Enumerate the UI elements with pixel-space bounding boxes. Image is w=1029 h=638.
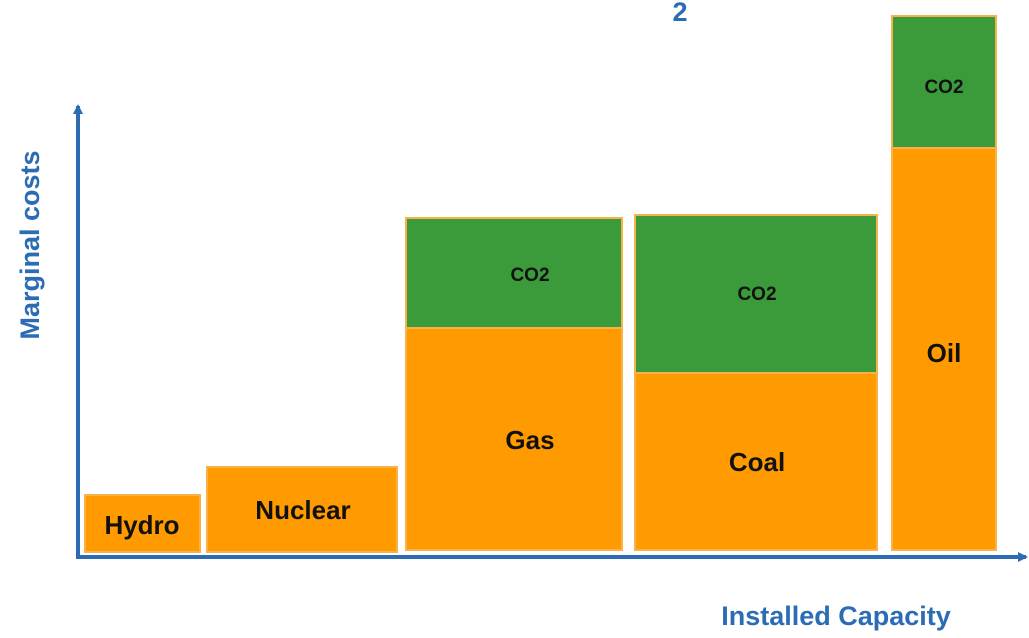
x-axis-label: Installed Capacity bbox=[721, 601, 951, 631]
hydro-block bbox=[84, 494, 201, 553]
nuclear-block bbox=[206, 466, 398, 553]
block-label: Nuclear bbox=[255, 495, 350, 525]
coal-block bbox=[634, 372, 878, 551]
co2-label: CO2 bbox=[510, 265, 549, 286]
oil-co2-block bbox=[891, 15, 997, 149]
block-label: Hydro bbox=[104, 510, 179, 540]
y-axis-label: Marginal costs bbox=[15, 150, 45, 339]
block-label: Oil bbox=[927, 338, 962, 368]
gas-co2-block bbox=[405, 217, 623, 329]
co2-label: CO2 bbox=[924, 77, 963, 98]
oil-block bbox=[891, 147, 997, 551]
top-fragment: 2 bbox=[672, 0, 687, 27]
block-label: Gas bbox=[505, 425, 554, 455]
coal-co2-block bbox=[634, 214, 878, 374]
block-label: Coal bbox=[729, 447, 785, 477]
co2-label: CO2 bbox=[737, 284, 776, 305]
